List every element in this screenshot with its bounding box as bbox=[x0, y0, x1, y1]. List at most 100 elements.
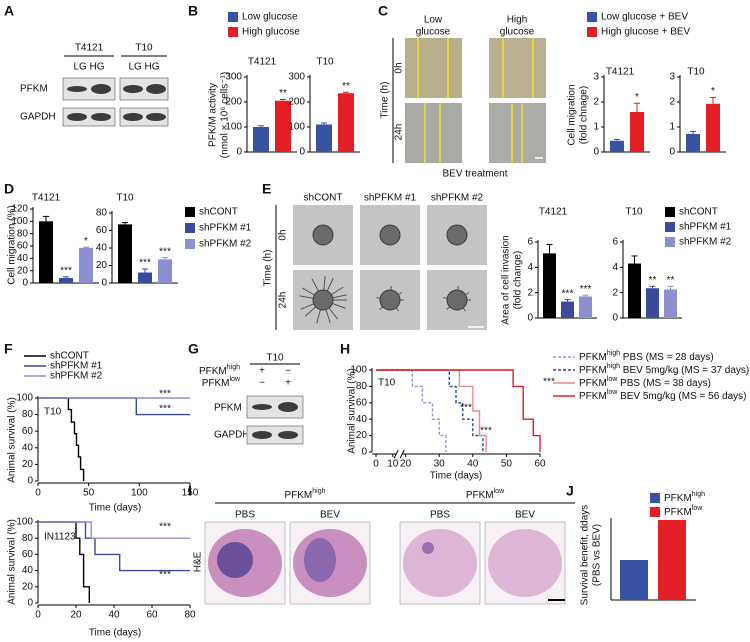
blot-row-label: GAPDH bbox=[20, 112, 56, 123]
cell-line-label: T10 bbox=[135, 43, 153, 54]
blot-band bbox=[252, 431, 272, 439]
blot-band bbox=[278, 431, 298, 439]
y-tick-label: 20 bbox=[356, 430, 368, 441]
legend-swatch bbox=[587, 27, 597, 37]
column-label: BEV bbox=[320, 510, 340, 521]
legend-label: shPFKM #1 bbox=[50, 361, 103, 372]
y-tick-label: 100 bbox=[16, 393, 33, 404]
brain-section bbox=[403, 529, 477, 597]
y-axis-label: Survival benefit, ddays bbox=[580, 505, 591, 606]
y-tick-label: 0 bbox=[669, 147, 675, 158]
column-label: BEV bbox=[515, 510, 535, 521]
legend-label: High glucose + BEV bbox=[601, 27, 691, 38]
text-rest: PBS (MS = 28 days) bbox=[620, 352, 714, 363]
y-tick-label: 0 bbox=[101, 278, 107, 289]
x-tick-label: 0 bbox=[373, 459, 379, 470]
y-tick-label: 300 bbox=[288, 72, 305, 83]
chart-title: T4121 bbox=[539, 207, 568, 218]
blot-image bbox=[62, 107, 116, 127]
bar bbox=[338, 93, 354, 152]
column-label: PBS bbox=[235, 510, 255, 521]
bar bbox=[664, 289, 677, 318]
y-tick-label: 60 bbox=[96, 225, 108, 236]
text-base: PFKM bbox=[579, 352, 607, 363]
bar bbox=[620, 560, 648, 600]
y-tick-label: 2 bbox=[527, 287, 533, 298]
y-tick-label: 0 bbox=[527, 313, 533, 324]
y-tick-label: 4 bbox=[527, 262, 533, 273]
microscopy-image bbox=[489, 38, 546, 98]
row-label: 24h bbox=[394, 124, 405, 141]
legend-label: PFKMlow PBS (MS = 38 days) bbox=[579, 376, 711, 388]
x-tick-label: 50 bbox=[501, 459, 513, 470]
y-axis-label: (PBS vs BEV) bbox=[592, 524, 603, 586]
bar bbox=[118, 224, 132, 283]
bar bbox=[610, 140, 624, 152]
chart-title: T10 bbox=[316, 57, 334, 68]
legend-label: shCONT bbox=[679, 207, 718, 218]
panel-label: J bbox=[566, 483, 574, 499]
bar bbox=[658, 520, 686, 600]
chart-title: T10 bbox=[378, 378, 396, 389]
blot-band bbox=[146, 113, 166, 121]
blot-band bbox=[123, 85, 143, 93]
x-tick-label: 20 bbox=[400, 459, 412, 470]
blot-image bbox=[62, 77, 116, 101]
y-tick-label: 0 bbox=[27, 476, 33, 487]
blot-row-label: PFKM bbox=[214, 403, 242, 414]
text-superscript: high bbox=[312, 488, 325, 495]
spheroid bbox=[312, 224, 334, 246]
spheroid bbox=[379, 289, 401, 311]
text-base: PFKM bbox=[664, 507, 692, 518]
column-label: shCONT bbox=[304, 193, 343, 204]
significance-label: *** bbox=[159, 522, 171, 533]
legend-label: shPFKM #1 bbox=[679, 222, 732, 233]
blot-image bbox=[119, 77, 169, 101]
y-tick-label: 40 bbox=[22, 442, 34, 453]
blot-band bbox=[123, 113, 143, 121]
text-superscript: high bbox=[692, 491, 705, 498]
significance-label: *** bbox=[480, 426, 492, 437]
axis-break-mark bbox=[393, 449, 399, 459]
x-tick-label: 0 bbox=[35, 488, 41, 499]
column-label: High bbox=[507, 15, 528, 26]
spheroid bbox=[379, 224, 401, 246]
x-tick-label: 40 bbox=[467, 459, 479, 470]
bar bbox=[706, 103, 720, 152]
legend-swatch bbox=[650, 493, 660, 503]
y-axis-label: (fold change) bbox=[513, 251, 524, 309]
row-axis-label: Time (h) bbox=[380, 82, 391, 119]
text-rest: BEV 5mg/kg (MS = 56 days) bbox=[617, 391, 746, 402]
text-base: PFKM bbox=[284, 490, 312, 501]
chart-title: T4121 bbox=[606, 67, 635, 78]
legend-swatch bbox=[665, 237, 675, 247]
chart-title: T10 bbox=[687, 67, 705, 78]
bar bbox=[579, 296, 592, 318]
legend-swatch bbox=[228, 27, 238, 37]
chart-title: T10 bbox=[116, 193, 134, 204]
column-label: shPFKM #2 bbox=[431, 193, 484, 204]
tumor-region bbox=[217, 542, 253, 578]
group-label: PFKMhigh bbox=[284, 488, 325, 500]
text-superscript: low bbox=[692, 505, 703, 512]
significance-label: * bbox=[711, 86, 715, 97]
treatment-sign: + bbox=[285, 378, 291, 389]
significance-label: ** bbox=[342, 81, 350, 92]
bar bbox=[646, 288, 659, 318]
chart-title: IN1123 bbox=[44, 532, 76, 543]
bar bbox=[628, 263, 641, 318]
panel-label: F bbox=[4, 341, 13, 357]
legend-label: PFKMhigh PBS (MS = 28 days) bbox=[579, 350, 714, 362]
y-tick-label: 120 bbox=[11, 204, 28, 215]
text-superscript: high bbox=[227, 364, 240, 371]
y-tick-label: 0 bbox=[22, 278, 28, 289]
blot-row-label: PFKM bbox=[20, 84, 48, 95]
treatment-sign: − bbox=[285, 366, 291, 377]
legend-label: shPFKM #2 bbox=[50, 371, 103, 382]
legend-swatch bbox=[228, 12, 238, 22]
significance-label: ** bbox=[279, 88, 287, 99]
group-label: PFKMhigh bbox=[199, 364, 240, 376]
image-caption: BEV treatment bbox=[442, 169, 507, 180]
bar bbox=[275, 100, 291, 152]
chart-title: T4121 bbox=[32, 193, 61, 204]
